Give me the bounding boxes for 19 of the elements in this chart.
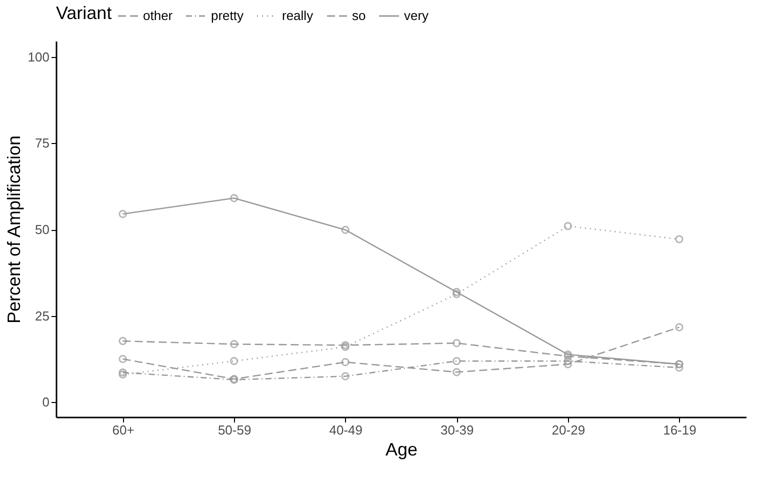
x-tick-label: 40-49	[329, 422, 362, 438]
x-tick-label: 30-39	[440, 422, 474, 438]
legend-title: Variant	[56, 3, 112, 23]
y-tick-label: 25	[35, 308, 50, 324]
x-tick-label: 16-19	[663, 422, 696, 438]
legend-label: pretty	[211, 8, 244, 23]
x-axis-title: Age	[385, 440, 418, 460]
legend-label: other	[143, 8, 174, 23]
y-axis-title: Percent of Amplification	[4, 135, 24, 324]
legend-label: very	[404, 8, 430, 23]
legend-label: really	[282, 8, 314, 23]
x-tick-label: 50-59	[218, 422, 252, 438]
x-tick-label: 60+	[112, 422, 134, 438]
y-tick-label: 50	[35, 222, 50, 238]
y-tick-label: 0	[42, 394, 50, 410]
legend-label: so	[352, 8, 366, 23]
y-tick-label: 100	[28, 49, 50, 64]
y-tick-label: 75	[35, 136, 50, 151]
x-tick-label: 20-29	[552, 422, 586, 438]
